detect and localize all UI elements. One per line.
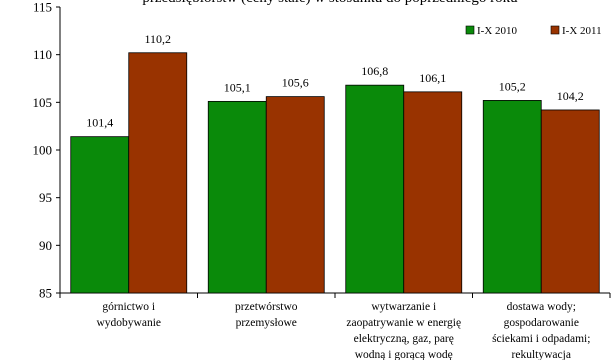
bar-series1-cat4 (482, 100, 542, 294)
legend-swatch (465, 25, 475, 35)
bar-series1-cat1 (70, 136, 130, 294)
bar-series2-cat1 (128, 52, 188, 294)
data-label: 105,2 (499, 79, 526, 93)
y-tick-label: 115 (33, 0, 52, 15)
data-label: 105,1 (224, 80, 251, 94)
data-label: 101,4 (86, 116, 113, 130)
category-label: dostawa wody; gospodarowanie ściekami i od… (492, 301, 590, 360)
chart-title-group: przedsiębiorstw (ceny stałe) w stosunku … (142, 0, 518, 6)
bar-series1-cat2 (207, 100, 267, 294)
legend-swatch (550, 25, 560, 35)
data-label: 104,2 (557, 89, 584, 103)
data-label: 105,6 (282, 76, 309, 90)
legend-label: I-X 2011 (562, 25, 602, 37)
y-tick-label: 95 (39, 190, 52, 205)
category-label: przetwórstwo przemysłowe (235, 301, 298, 329)
y-tick-label: 110 (33, 47, 52, 62)
data-label: 106,8 (361, 64, 388, 78)
category-label: górnictwo i wydobywanie (96, 301, 161, 329)
legend: I-X 2010 I-X 2011 (465, 25, 602, 37)
bars (70, 52, 600, 294)
bar-series2-cat3 (403, 91, 463, 294)
category-label: wytwarzanie i zaopatrywanie w energię elek… (346, 301, 461, 360)
y-tick-label: 100 (33, 143, 53, 158)
bar-series2-cat4 (540, 109, 600, 294)
bar-series1-cat3 (345, 84, 405, 294)
bar-series2-cat2 (265, 96, 325, 294)
value-labels: 101,4 110,2 105,1 105,6 106,8 106,1 105,2 104,2 (86, 32, 584, 130)
legend-label: I-X 2010 (477, 25, 518, 37)
data-label: 106,1 (419, 71, 446, 85)
y-tick-label: 105 (33, 95, 53, 110)
y-tick-label: 90 (39, 238, 52, 253)
chart-title: przedsiębiorstw (ceny stałe) w stosunku … (142, 0, 518, 6)
y-tick-label: 85 (39, 286, 52, 301)
category-labels: górnictwo i wydobywanie przetwórstwo przemy… (96, 301, 590, 360)
data-label: 110,2 (144, 32, 171, 46)
